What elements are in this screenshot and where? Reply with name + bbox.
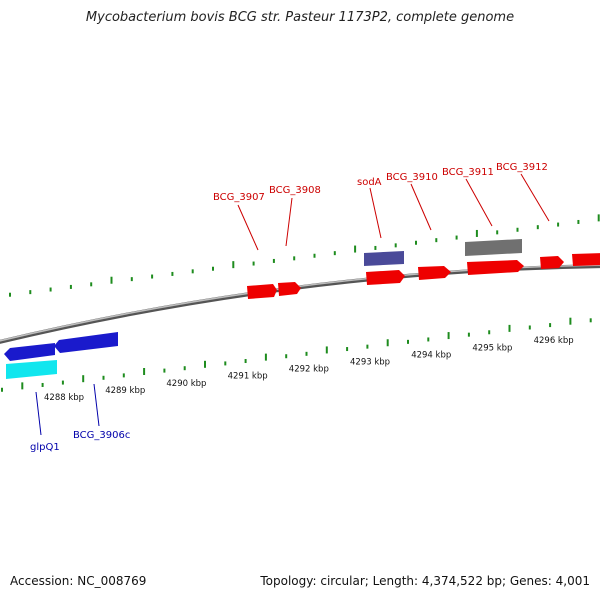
scale-label: 4293 kbp [350,358,390,368]
label-bcg-3912: BCG_3912 [496,162,548,173]
gene-bcg-3908[interactable] [278,282,301,296]
outer-tick-track [9,214,600,297]
label-soda: sodA [357,177,382,188]
gene-bcg-3912[interactable] [540,256,564,269]
gene-grey-feature[interactable] [465,239,522,256]
scale-label: 4290 kbp [166,379,206,389]
gene-bcg-3906c[interactable] [54,332,118,353]
gene-bcg-3910[interactable] [418,266,451,280]
scale-label: 4294 kbp [411,350,451,360]
inner-tick-track [1,317,592,392]
gene-bcg-3907[interactable] [247,284,277,299]
gene-purple-feature[interactable] [364,251,404,266]
gene-soda[interactable] [366,270,405,285]
gene-glpq1[interactable] [6,360,57,379]
accession-text: Accession: NC_008769 [10,574,147,588]
scale-label: 4296 kbp [534,336,574,346]
map-title: Mycobacterium bovis BCG str. Pasteur 117… [85,10,515,25]
top-leader-lines [237,173,550,251]
scale-label: 4289 kbp [105,386,145,396]
scale-label: 4295 kbp [472,343,512,353]
label-bcg-3906c: BCG_3906c [73,430,130,441]
label-bcg-3907: BCG_3907 [213,192,265,203]
gene-bcg-3911[interactable] [467,260,524,275]
scale-label-group: 4288 kbp 4289 kbp 4290 kbp 4291 kbp 4292 kbp… [44,336,574,403]
reverse-genes [4,332,118,379]
gene-reverse-left[interactable] [4,343,55,361]
gene-partial-right[interactable] [572,253,600,266]
scale-label: 4288 kbp [44,393,84,403]
scale-label: 4292 kbp [289,365,329,375]
genome-summary-text: Topology: circular; Length: 4,374,522 bp… [260,574,590,588]
forward-genes [247,253,600,299]
bottom-leader-lines [35,383,100,436]
label-glpq1: glpQ1 [30,442,60,453]
label-bcg-3910: BCG_3910 [386,172,438,183]
scale-label: 4291 kbp [228,372,268,382]
label-bcg-3908: BCG_3908 [269,185,321,196]
label-bcg-3911: BCG_3911 [442,167,494,178]
